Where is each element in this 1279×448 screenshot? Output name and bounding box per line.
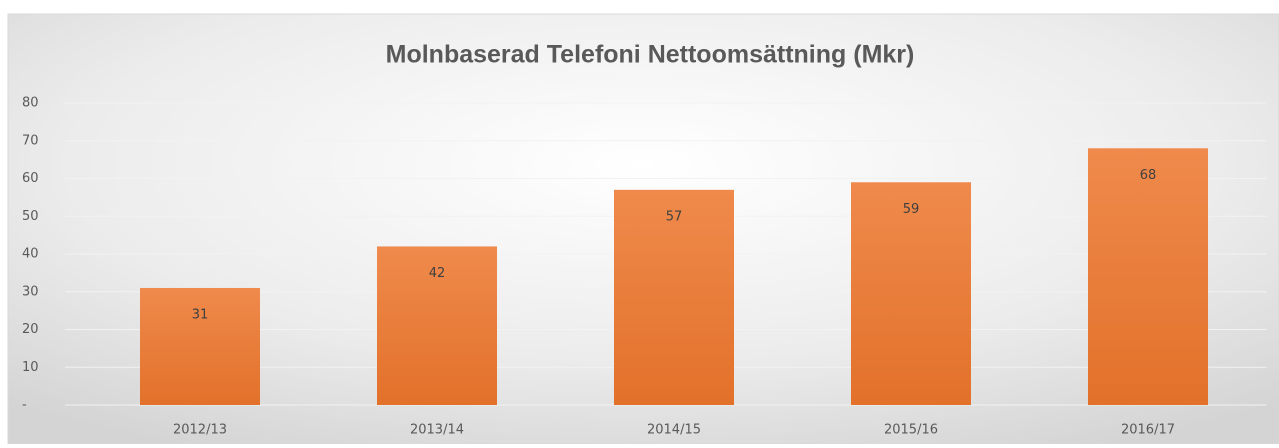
bar bbox=[377, 246, 497, 405]
x-tick-label: 2012/13 bbox=[173, 423, 227, 438]
bar bbox=[851, 182, 971, 405]
y-tick-label: 80 bbox=[22, 96, 39, 111]
y-tick-label: 70 bbox=[22, 133, 39, 148]
data-label: 68 bbox=[1140, 168, 1157, 183]
x-tick-label: 2016/17 bbox=[1121, 423, 1175, 438]
y-tick-label: 10 bbox=[22, 360, 39, 375]
y-tick-label: 30 bbox=[22, 284, 39, 299]
data-label: 59 bbox=[903, 202, 920, 217]
y-tick-label: 40 bbox=[22, 247, 39, 262]
x-tick-label: 2014/15 bbox=[647, 423, 701, 438]
y-tick-label: 20 bbox=[22, 322, 39, 337]
data-label: 42 bbox=[429, 266, 446, 281]
bar bbox=[140, 287, 260, 405]
y-tick-label: 60 bbox=[22, 171, 39, 186]
chart-title: Molnbaserad Telefoni Nettoomsättning (Mk… bbox=[386, 41, 915, 69]
bar bbox=[614, 189, 734, 405]
x-tick-label: 2013/14 bbox=[410, 423, 464, 438]
y-tick-label: 50 bbox=[22, 209, 39, 224]
y-tick-label: - bbox=[22, 398, 27, 413]
x-tick-label: 2015/16 bbox=[884, 423, 938, 438]
data-label: 57 bbox=[666, 209, 683, 224]
data-label: 31 bbox=[192, 307, 209, 322]
bar bbox=[1088, 148, 1208, 406]
